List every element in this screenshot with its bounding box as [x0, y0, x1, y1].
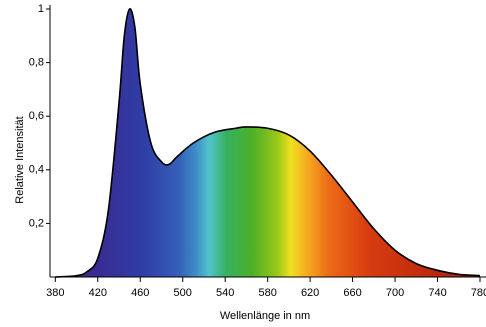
x-tick-label: 380: [46, 287, 64, 299]
x-tick-label: 700: [386, 287, 404, 299]
x-tick-label: 780: [471, 287, 486, 299]
x-tick-label: 660: [343, 287, 361, 299]
x-tick-label: 460: [131, 287, 149, 299]
y-tick-label: 0,6: [29, 110, 44, 122]
x-tick-label: 580: [258, 287, 276, 299]
x-tick-label: 500: [174, 287, 192, 299]
y-tick-label: 0,8: [29, 57, 44, 69]
line: [55, 8, 481, 278]
y-axis-title: Relative Intensität: [14, 116, 26, 203]
x-tick-label: 620: [301, 287, 319, 299]
x-tick-label: 540: [216, 287, 234, 299]
y-tick-label: 1: [38, 3, 44, 15]
x-tick-label: 740: [428, 287, 446, 299]
x-axis-title: Wellenlänge in nm: [220, 310, 310, 322]
y-tick-label: 0,4: [29, 164, 44, 176]
x-tick-label: 420: [89, 287, 107, 299]
area-fill: [55, 8, 480, 278]
y-tick-label: 0,2: [29, 217, 44, 229]
